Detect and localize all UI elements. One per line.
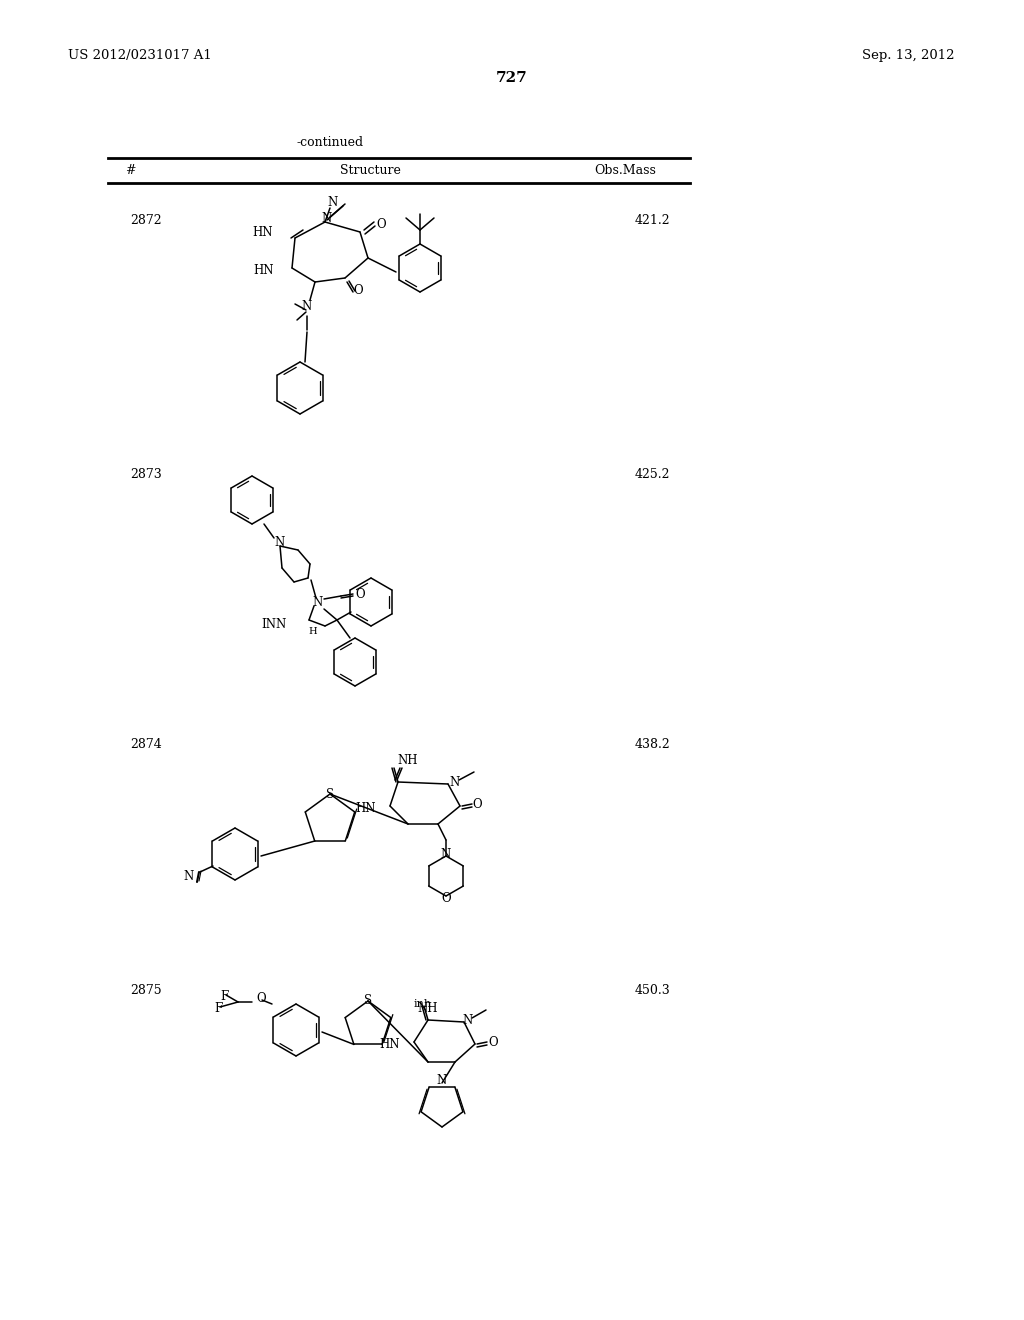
Text: 425.2: 425.2: [635, 469, 671, 482]
Text: HN: HN: [380, 1038, 400, 1051]
Text: N: N: [441, 847, 452, 861]
Text: H: H: [308, 627, 317, 636]
Text: 438.2: 438.2: [635, 738, 671, 751]
Text: Sep. 13, 2012: Sep. 13, 2012: [862, 49, 954, 62]
Text: O: O: [376, 218, 386, 231]
Text: inh: inh: [414, 999, 432, 1008]
Text: O: O: [472, 797, 481, 810]
Text: O: O: [353, 284, 362, 297]
Text: N: N: [313, 597, 324, 610]
Text: 2875: 2875: [130, 983, 162, 997]
Text: NH: NH: [418, 1002, 438, 1015]
Text: 727: 727: [496, 71, 528, 84]
Text: HN: HN: [253, 226, 273, 239]
Text: INN: INN: [262, 618, 287, 631]
Text: N: N: [184, 870, 195, 883]
Text: F: F: [220, 990, 228, 1003]
Text: N: N: [274, 536, 285, 549]
Text: 2872: 2872: [130, 214, 162, 227]
Text: 2873: 2873: [130, 469, 162, 482]
Text: N: N: [302, 300, 312, 313]
Text: O: O: [256, 993, 265, 1006]
Text: N: N: [328, 195, 338, 209]
Text: N: N: [322, 211, 332, 224]
Text: O: O: [441, 891, 451, 904]
Text: O: O: [488, 1035, 498, 1048]
Text: F: F: [214, 1002, 222, 1015]
Text: 450.3: 450.3: [635, 983, 671, 997]
Text: #: #: [125, 165, 135, 177]
Text: NH: NH: [397, 754, 418, 767]
Text: 2874: 2874: [130, 738, 162, 751]
Text: N: N: [450, 776, 460, 788]
Text: HN: HN: [355, 801, 376, 814]
Text: O: O: [355, 587, 365, 601]
Text: S: S: [364, 994, 372, 1006]
Text: HN: HN: [254, 264, 274, 276]
Text: S: S: [326, 788, 334, 800]
Text: N: N: [437, 1074, 447, 1088]
Text: Obs.Mass: Obs.Mass: [594, 165, 656, 177]
Text: 421.2: 421.2: [635, 214, 671, 227]
Text: N: N: [463, 1014, 473, 1027]
Text: US 2012/0231017 A1: US 2012/0231017 A1: [68, 49, 212, 62]
Text: -continued: -continued: [296, 136, 364, 149]
Text: Structure: Structure: [340, 165, 400, 177]
